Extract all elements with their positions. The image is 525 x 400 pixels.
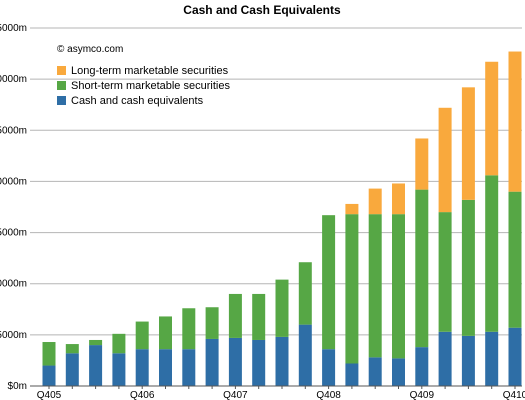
y-tick-label: 35000m (0, 23, 27, 34)
bar-segment-short-term (182, 308, 196, 350)
y-tick-label: 15000m (0, 228, 27, 239)
legend-label: Long-term marketable securities (71, 65, 229, 77)
y-tick-label: 5000m (0, 330, 27, 341)
legend-swatch (57, 96, 66, 105)
y-tick-label: 25000m (0, 125, 27, 136)
bar-segment-cash (112, 353, 126, 386)
x-tick-label: Q408 (316, 390, 341, 400)
bar-segment-cash (252, 339, 266, 386)
legend-swatch (57, 66, 66, 75)
bar-segment-cash (182, 349, 196, 386)
bar-segment-cash (89, 345, 103, 386)
bar-segment-short-term (228, 293, 242, 338)
bar-segment-cash (415, 347, 429, 386)
bar-segment-long-term (438, 107, 452, 213)
bar-segment-cash (508, 327, 522, 386)
bar-segment-short-term (508, 191, 522, 328)
bar-segment-cash (485, 331, 499, 386)
bar-segment-cash (159, 349, 172, 386)
bar-segment-short-term (159, 316, 172, 350)
bar-segment-cash (392, 358, 405, 386)
bar-segment-short-term (461, 199, 475, 336)
legend-label: Short-term marketable securities (71, 80, 230, 92)
bar-segment-short-term (205, 307, 219, 339)
bar-segment-cash (205, 338, 219, 386)
bar-segment-long-term (508, 51, 522, 192)
bar-segment-long-term (485, 61, 499, 176)
y-tick-label: 30000m (0, 74, 27, 85)
bar-segment-cash (275, 336, 289, 386)
bar-segment-short-term (368, 214, 382, 358)
bar-segment-short-term (322, 215, 336, 350)
legend: Long-term marketable securities Short-ter… (57, 65, 230, 107)
bar-segment-short-term (298, 262, 312, 325)
x-tick-label: Q405 (37, 390, 62, 400)
legend-swatch (57, 81, 66, 90)
bar-segment-cash (345, 363, 359, 386)
bars (42, 51, 522, 386)
bar-segment-cash (228, 337, 242, 386)
bar-segment-cash (438, 331, 452, 386)
x-tick-label: Q406 (130, 390, 155, 400)
copyright-annotation: © asymco.com (57, 44, 123, 55)
bar-segment-long-term (392, 183, 405, 215)
y-tick-label: $0m (8, 381, 27, 392)
bar-segment-short-term (415, 189, 429, 348)
bar-segment-short-term (135, 321, 149, 350)
x-tick-label: Q409 (410, 390, 435, 400)
bar-segment-cash (368, 357, 382, 386)
bar-segment-short-term (252, 293, 266, 340)
bar-segment-long-term (461, 87, 475, 200)
bar-segment-long-term (345, 203, 359, 215)
bar-segment-short-term (89, 339, 103, 346)
legend-label: Cash and cash equivalents (71, 95, 204, 107)
bar-segment-short-term (438, 212, 452, 332)
bar-segment-long-term (415, 138, 429, 190)
bar-segment-short-term (392, 214, 405, 359)
bar-segment-cash (322, 349, 336, 386)
bar-segment-cash (65, 353, 79, 386)
bar-segment-long-term (368, 188, 382, 215)
bar-segment-short-term (42, 342, 56, 366)
y-tick-label: 20000m (0, 176, 27, 187)
bar-segment-cash (461, 335, 475, 386)
bar-segment-cash (298, 324, 312, 386)
y-tick-label: 10000m (0, 279, 27, 290)
x-tick-label: Q407 (223, 390, 248, 400)
chart-title: Cash and Cash Equivalents (183, 3, 341, 17)
bar-segment-short-term (65, 344, 79, 354)
bar-segment-cash (135, 349, 149, 386)
bar-segment-short-term (112, 333, 126, 354)
bar-segment-short-term (345, 214, 359, 364)
bar-segment-short-term (275, 279, 289, 337)
axes: Q405 Q406 Q407 Q408 Q409 Q410 (30, 385, 525, 400)
bar-segment-cash (42, 365, 56, 386)
x-tick-label: Q410 (503, 390, 525, 400)
bar-segment-short-term (485, 175, 499, 332)
